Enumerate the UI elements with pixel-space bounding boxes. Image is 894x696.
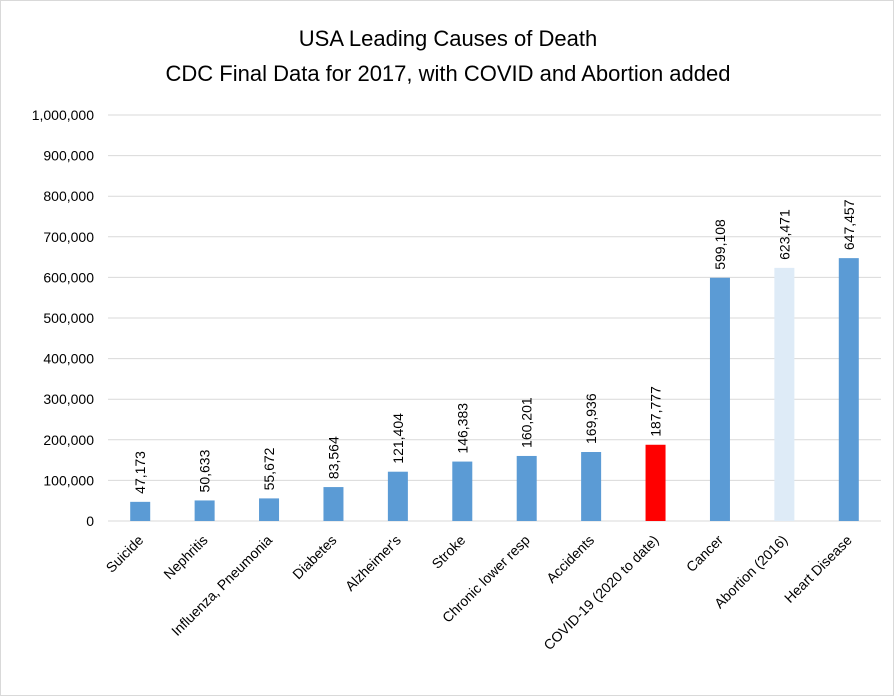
data-label: 187,777 <box>648 386 664 437</box>
bar <box>323 487 344 521</box>
x-tick-label: Heart Disease <box>781 532 855 606</box>
bar <box>774 267 795 521</box>
y-tick-label: 800,000 <box>43 188 94 204</box>
x-tick-label: Stroke <box>428 532 468 572</box>
data-labels: 47,173 50,633 55,672 83,564 121,404 146,383 16… <box>132 199 857 494</box>
bar <box>452 461 473 521</box>
bar <box>130 501 151 521</box>
x-tick-label: Alzheimer's <box>342 532 404 594</box>
data-label: 47,173 <box>132 451 148 494</box>
chart-title-line-2: CDC Final Data for 2017, with COVID and … <box>166 61 731 86</box>
x-tick-label: Accidents <box>543 532 597 586</box>
bar <box>194 500 215 521</box>
bar <box>581 452 602 521</box>
bar <box>709 277 730 521</box>
x-tick-label: COVID-19 (2020 to date) <box>540 532 661 653</box>
data-label: 121,404 <box>390 413 406 464</box>
chart-title-line-1: USA Leading Causes of Death <box>299 26 597 51</box>
data-label: 169,936 <box>583 393 599 444</box>
bar <box>838 258 859 521</box>
y-tick-label: 300,000 <box>43 391 94 407</box>
data-label: 146,383 <box>454 403 470 454</box>
data-label: 83,564 <box>325 436 341 479</box>
bar <box>387 471 408 521</box>
data-label: 160,201 <box>519 397 535 448</box>
y-tick-label: 200,000 <box>43 432 94 448</box>
data-label: 55,672 <box>261 447 277 490</box>
data-label: 647,457 <box>841 199 857 250</box>
y-tick-label: 400,000 <box>43 351 94 367</box>
bar <box>516 455 537 521</box>
y-tick-label: 600,000 <box>43 269 94 285</box>
y-tick-label: 0 <box>86 513 94 529</box>
y-tick-label: 700,000 <box>43 229 94 245</box>
x-tick-label: Suicide <box>103 532 147 576</box>
x-tick-label: Nephritis <box>160 532 210 582</box>
bars <box>130 258 859 521</box>
bar <box>645 444 666 521</box>
bar <box>259 498 280 521</box>
y-tick-label: 500,000 <box>43 310 94 326</box>
data-label: 599,108 <box>712 219 728 270</box>
x-tick-label: Diabetes <box>289 532 339 582</box>
data-label: 623,471 <box>776 209 792 260</box>
y-tick-label: 900,000 <box>43 148 94 164</box>
y-tick-label: 1,000,000 <box>32 107 94 123</box>
x-tick-label: Cancer <box>683 532 726 575</box>
data-label: 50,633 <box>197 449 213 492</box>
y-tick-label: 100,000 <box>43 472 94 488</box>
y-axis: 0 100,000 200,000 300,000 400,000 500,000 600,… <box>32 107 95 529</box>
gridlines <box>108 114 881 522</box>
